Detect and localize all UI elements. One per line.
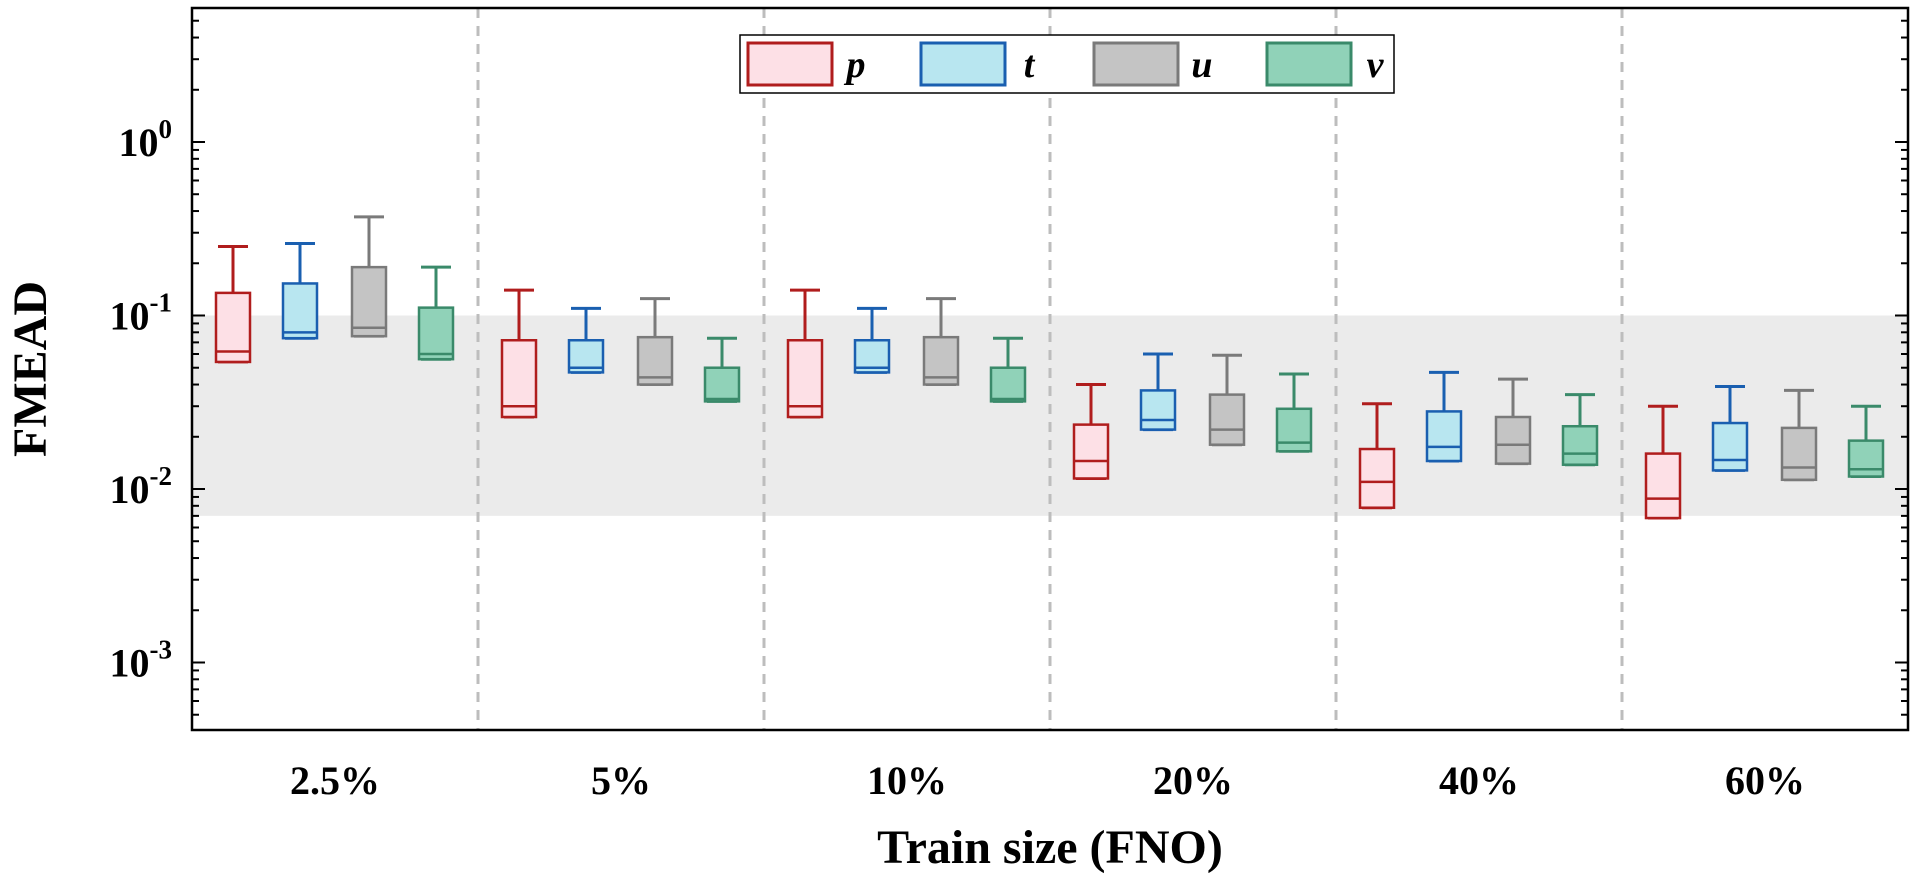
legend-label: t — [1024, 44, 1036, 86]
y-tick-base: 10 — [110, 641, 150, 686]
box-body — [281, 282, 319, 340]
box-t — [567, 306, 605, 374]
y-tick-exponent: -2 — [150, 461, 173, 491]
x-axis-label: Train size (FNO) — [877, 821, 1223, 874]
y-tick-base: 10 — [110, 467, 150, 512]
box-body — [989, 366, 1027, 403]
legend-label: u — [1191, 44, 1212, 86]
legend-item-p: p — [746, 41, 866, 87]
y-axis-label: FMEAD — [4, 281, 57, 457]
y-tick-exponent: -3 — [150, 635, 173, 665]
box-body — [500, 339, 538, 419]
box-body — [703, 366, 741, 403]
x-tick-label: 40% — [1439, 758, 1519, 803]
box-p — [1072, 383, 1110, 480]
box-u — [350, 215, 388, 338]
box-body — [1208, 393, 1246, 446]
box-t — [1425, 370, 1463, 463]
box-t — [1711, 384, 1749, 472]
legend-item-v: v — [1265, 41, 1385, 87]
legend-item-t: t — [919, 41, 1036, 87]
box-v — [1561, 393, 1599, 467]
box-v — [989, 336, 1027, 403]
box-p — [214, 244, 252, 364]
legend-swatch — [746, 41, 834, 87]
box-u — [1208, 353, 1246, 447]
box-p — [1644, 404, 1682, 520]
y-tick-label: 10-1 — [110, 288, 173, 339]
box-body — [786, 339, 824, 419]
x-tick-label: 20% — [1153, 758, 1233, 803]
plot-frame — [190, 6, 1910, 732]
box-v — [703, 336, 741, 403]
y-tick-base: 10 — [110, 294, 150, 339]
box-p — [1358, 402, 1396, 510]
box-v — [1275, 372, 1313, 453]
y-tick-base: 10 — [119, 120, 159, 165]
box-t — [1139, 352, 1177, 432]
y-tick-exponent: -1 — [150, 288, 173, 318]
legend-swatch — [1092, 41, 1180, 87]
box-p — [786, 288, 824, 419]
box-body — [1139, 389, 1177, 431]
box-body — [350, 265, 388, 338]
box-body — [1072, 423, 1110, 480]
x-tick-label: 60% — [1725, 758, 1805, 803]
box-t — [281, 242, 319, 340]
box-body — [1644, 452, 1682, 520]
box-body — [1711, 421, 1749, 472]
legend-swatch — [919, 41, 1007, 87]
box-body — [1275, 407, 1313, 453]
legend-label: v — [1367, 44, 1385, 86]
x-tick-label: 10% — [867, 758, 947, 803]
y-tick-label: 100 — [119, 114, 173, 165]
box-u — [1494, 377, 1532, 466]
y-tick-label: 10-3 — [110, 635, 173, 686]
x-tick-label: 5% — [591, 758, 651, 803]
box-v — [417, 265, 455, 361]
legend-swatch — [1265, 41, 1353, 87]
x-tick-label: 2.5% — [290, 758, 380, 803]
box-p — [500, 288, 538, 419]
box-t — [853, 306, 891, 374]
box-u — [1780, 388, 1818, 482]
legend-item-u: u — [1092, 41, 1213, 87]
box-body — [1358, 447, 1396, 509]
box-u — [922, 297, 960, 387]
y-tick-exponent: 0 — [159, 114, 173, 144]
box-body — [1780, 426, 1818, 482]
box-v — [1847, 404, 1885, 479]
box-u — [636, 297, 674, 387]
category-separator-layer — [476, 8, 1624, 730]
legend-label: p — [844, 44, 866, 86]
box-body — [1494, 415, 1532, 465]
box-body — [1425, 410, 1463, 463]
box-body — [1847, 439, 1885, 478]
y-tick-label: 10-2 — [110, 461, 173, 512]
box-body — [1561, 424, 1599, 466]
box-layer — [214, 215, 1885, 520]
box-body — [417, 306, 455, 361]
